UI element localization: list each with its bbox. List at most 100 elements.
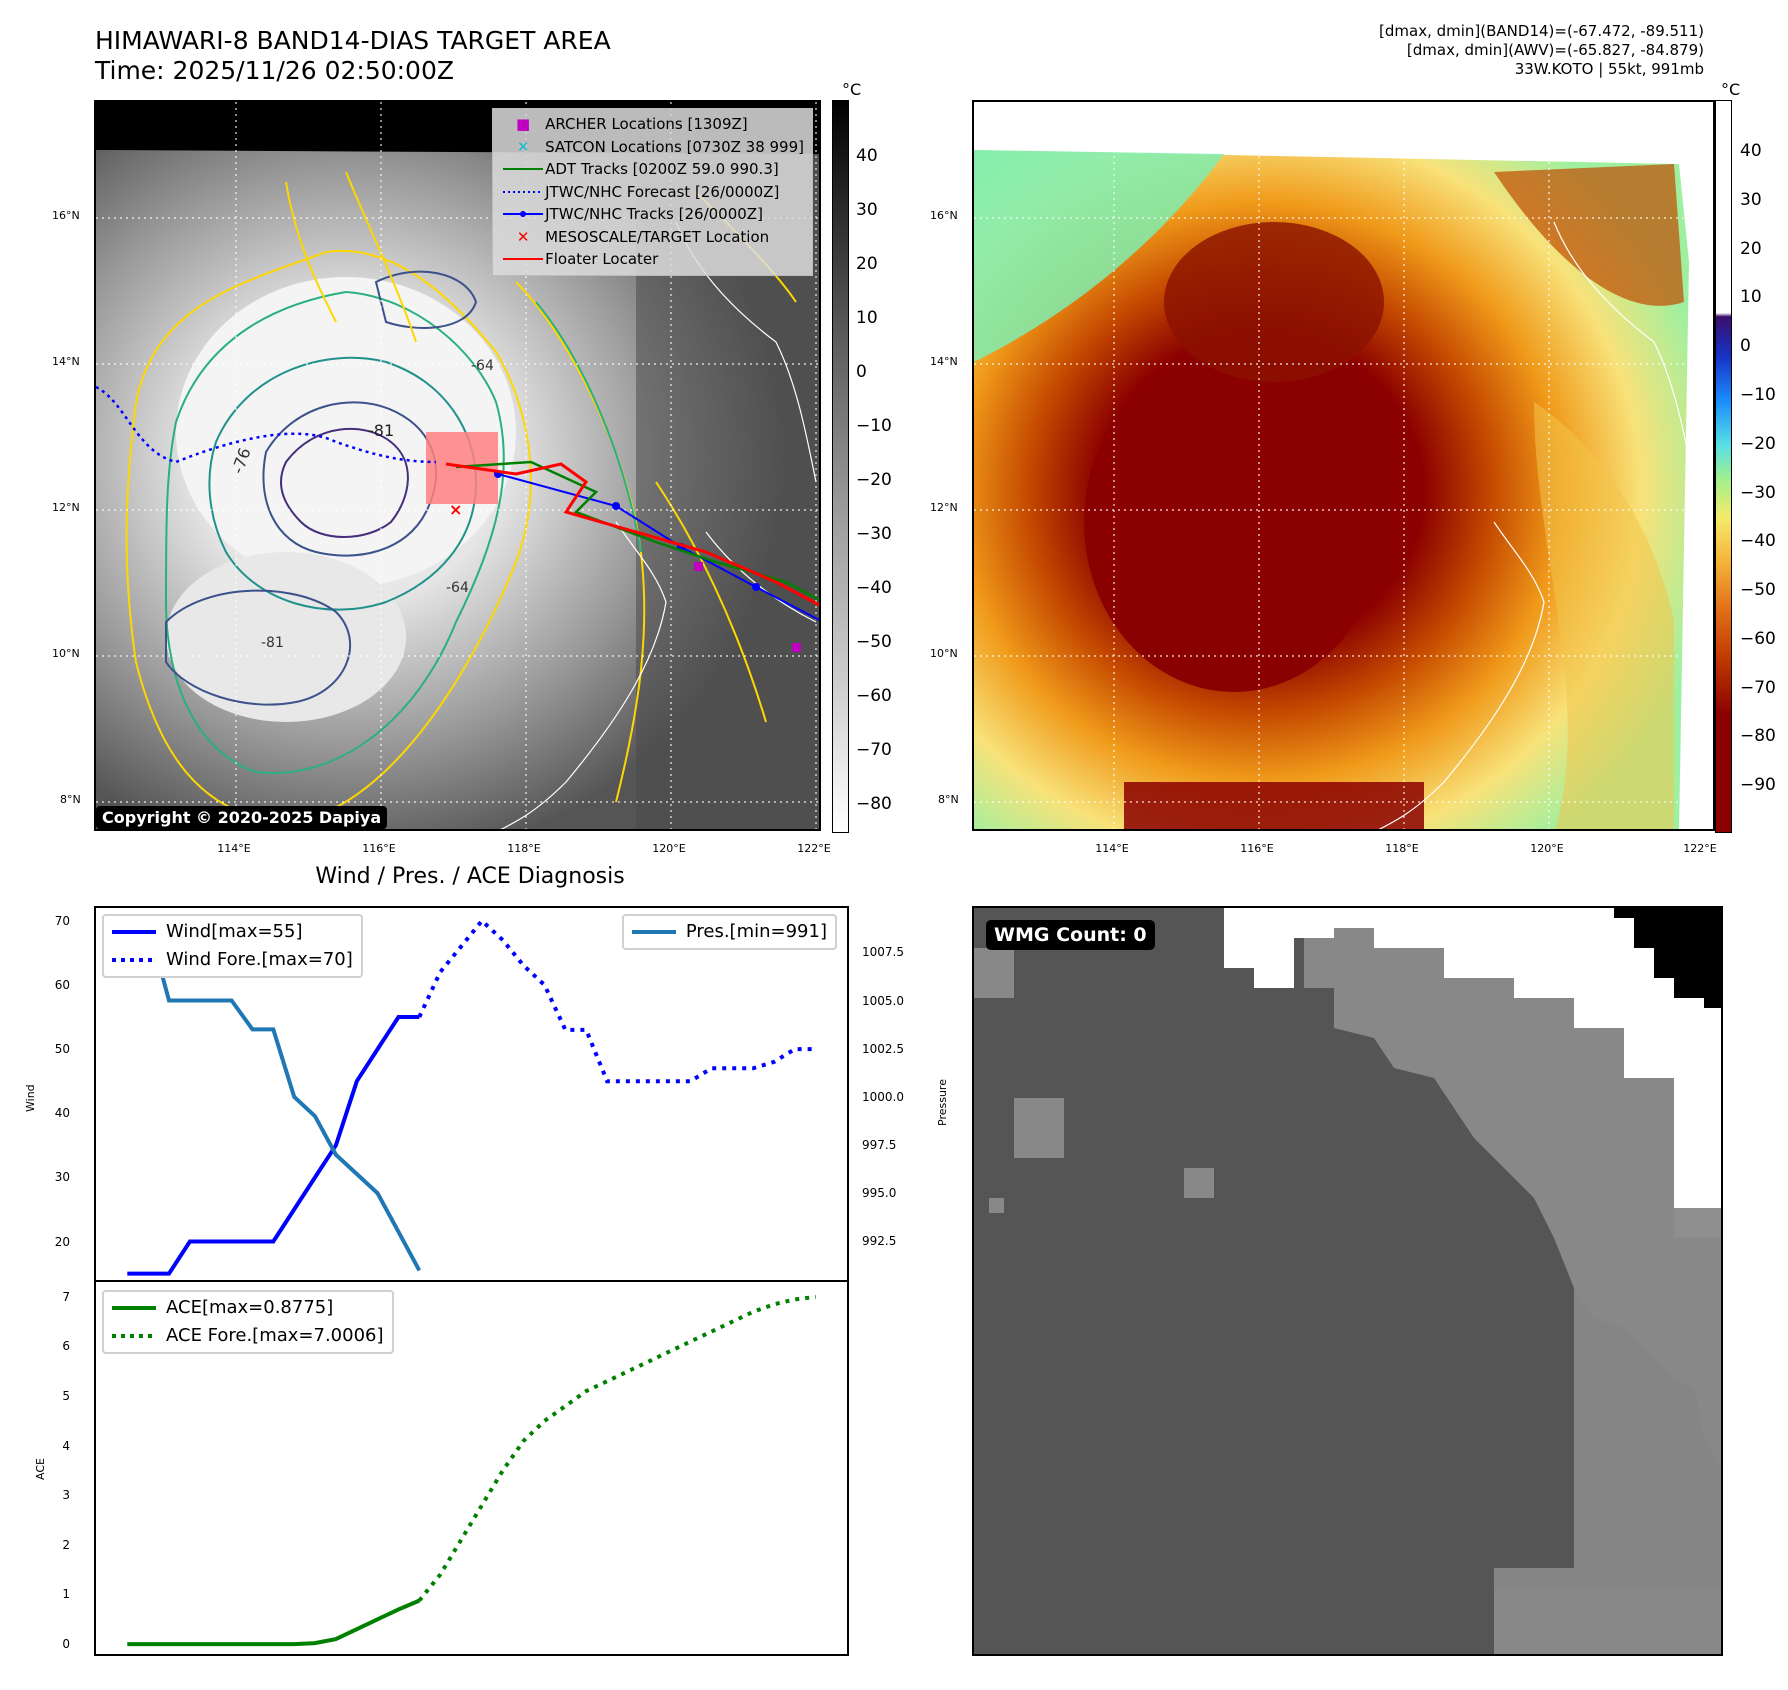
ace-tick-label: 0 [62, 1637, 70, 1652]
colorbar-tick: 0 [856, 362, 867, 382]
colorbar-tick: −80 [856, 794, 892, 814]
colorbar-tick: 30 [856, 200, 878, 220]
colorbar-tick: −70 [856, 740, 892, 760]
ace-chart: ACE[max=0.8775] ACE Fore.[max=7.0006] [94, 1280, 849, 1656]
colorbar-tick: −30 [856, 524, 892, 544]
pressure-tick-label: 1007.5 [862, 945, 904, 960]
pressure-tick-label: 1005.0 [862, 993, 904, 1008]
wind-fore-line-icon [112, 958, 156, 962]
lon-label: 122°E [1683, 842, 1717, 855]
legend-satcon: ✕ SATCON Locations [0730Z 38 999] [501, 136, 804, 159]
contour-label: -64 [446, 580, 469, 596]
legend-tracks: JTWC/NHC Tracks [26/0000Z] [501, 203, 804, 226]
band14-map-panel: × -81 -76 -64 -64 -81 ■ ARCHER Locations … [94, 100, 821, 831]
wind-tick-label: 60 [54, 977, 70, 992]
pressure-tick-label: 992.5 [862, 1234, 897, 1249]
wind-tick-label: 30 [54, 1170, 70, 1185]
floater-line-icon [501, 256, 545, 262]
meso-marker-icon: ✕ [516, 227, 530, 246]
colorbar-tick: −60 [1740, 629, 1776, 649]
lat-label: 8°N [60, 793, 81, 806]
ace-line [127, 1598, 421, 1647]
lat-label: 10°N [930, 647, 958, 660]
pressure-line-icon [631, 930, 676, 934]
ace-tick-label: 2 [62, 1537, 70, 1552]
wind-line-icon [112, 930, 156, 934]
lat-label: 8°N [938, 793, 959, 806]
band14-range: [dmax, dmin](BAND14)=(-67.472, -89.511) [1379, 22, 1704, 40]
contour-label: -81 [261, 635, 284, 651]
archer-marker-icon: ■ [516, 115, 531, 133]
lon-label: 116°E [1240, 842, 1274, 855]
legend-wind-fore: Wind Fore.[max=70] [112, 946, 353, 974]
contour-label: -64 [471, 358, 494, 374]
colorbar-unit: °C [842, 80, 862, 99]
lon-label: 122°E [797, 842, 831, 855]
wmg-image [974, 908, 1721, 1654]
pressure-tick-label: 995.0 [862, 1186, 897, 1201]
colorbar-awv [1715, 100, 1732, 833]
wind-tick-label: 40 [54, 1106, 70, 1121]
colorbar-tick: 0 [1740, 336, 1751, 356]
colorbar-tick: 20 [856, 254, 878, 274]
ace-axis-label: ACE [34, 1458, 47, 1480]
ace-tick-label: 1 [62, 1587, 70, 1602]
legend-ace: ACE[max=0.8775] [112, 1294, 384, 1322]
diagnosis-title: Wind / Pres. / ACE Diagnosis [315, 864, 625, 889]
colorbar-tick: −60 [856, 686, 892, 706]
lat-label: 12°N [52, 501, 80, 514]
ace-legend: ACE[max=0.8775] ACE Fore.[max=7.0006] [102, 1290, 394, 1354]
storm-info: [dmax, dmin](BAND14)=(-67.472, -89.511) … [1379, 22, 1704, 79]
colorbar-tick: −50 [856, 632, 892, 652]
colorbar-unit: °C [1721, 80, 1741, 99]
adt-line-icon [501, 166, 545, 172]
ace-fore-line-icon [112, 1334, 156, 1338]
pressure-tick-label: 1002.5 [862, 1041, 904, 1056]
lat-label: 14°N [930, 355, 958, 368]
wind-axis-label: Wind [24, 1084, 37, 1112]
colorbar-tick: 20 [1740, 239, 1762, 259]
colorbar-tick: −10 [856, 416, 892, 436]
wind-tick-label: 50 [54, 1042, 70, 1057]
wind-pressure-chart: Wind[max=55] Wind Fore.[max=70] Pres.[mi… [94, 906, 849, 1282]
wind-pressure-plot [127, 917, 816, 1276]
awv-map-image [974, 102, 1713, 829]
lon-label: 114°E [217, 842, 251, 855]
legend-meso: ✕ MESOSCALE/TARGET Location [501, 226, 804, 249]
ace-tick-label: 7 [62, 1289, 70, 1304]
wind-tick-label: 70 [54, 913, 70, 928]
title-line-2: Time: 2025/11/26 02:50:00Z [95, 56, 454, 85]
floater-locater-line [445, 462, 819, 607]
colorbar-tick: 40 [856, 146, 878, 166]
ace-tick-label: 3 [62, 1488, 70, 1503]
legend-pressure: Pres.[min=991] [631, 918, 827, 946]
ace-tick-label: 6 [62, 1339, 70, 1354]
ace-forecast-line [417, 1294, 816, 1602]
lat-label: 14°N [52, 355, 80, 368]
pressure-tick-label: 1000.0 [862, 1089, 904, 1104]
legend-adt: ADT Tracks [0200Z 59.0 990.3] [501, 158, 804, 181]
wmg-count-badge: WMG Count: 0 [986, 920, 1155, 950]
legend-wind: Wind[max=55] [112, 918, 353, 946]
colorbar-tick: −90 [1740, 775, 1776, 795]
lon-label: 118°E [507, 842, 541, 855]
legend-ace-fore: ACE Fore.[max=7.0006] [112, 1322, 384, 1350]
colorbar-tick: −70 [1740, 678, 1776, 698]
colorbar-tick: 30 [1740, 190, 1762, 210]
lon-label: 120°E [1530, 842, 1564, 855]
lon-label: 120°E [652, 842, 686, 855]
copyright-badge: Copyright © 2020-2025 Dapiya [96, 806, 388, 829]
colorbar-tick: −50 [1740, 580, 1776, 600]
colorbar-tick: −20 [856, 470, 892, 490]
svg-text:×: × [449, 500, 462, 519]
lat-label: 10°N [52, 647, 80, 660]
floater-box [426, 432, 498, 504]
wind-forecast-line [417, 917, 816, 1084]
colorbar-grayscale [832, 100, 849, 833]
lat-label: 16°N [930, 209, 958, 222]
colorbar-tick: −40 [1740, 531, 1776, 551]
satcon-marker-icon: ✕ [516, 137, 530, 156]
ace-tick-label: 4 [62, 1438, 70, 1453]
colorbar-tick: −20 [1740, 434, 1776, 454]
colorbar-tick: 40 [1740, 141, 1762, 161]
